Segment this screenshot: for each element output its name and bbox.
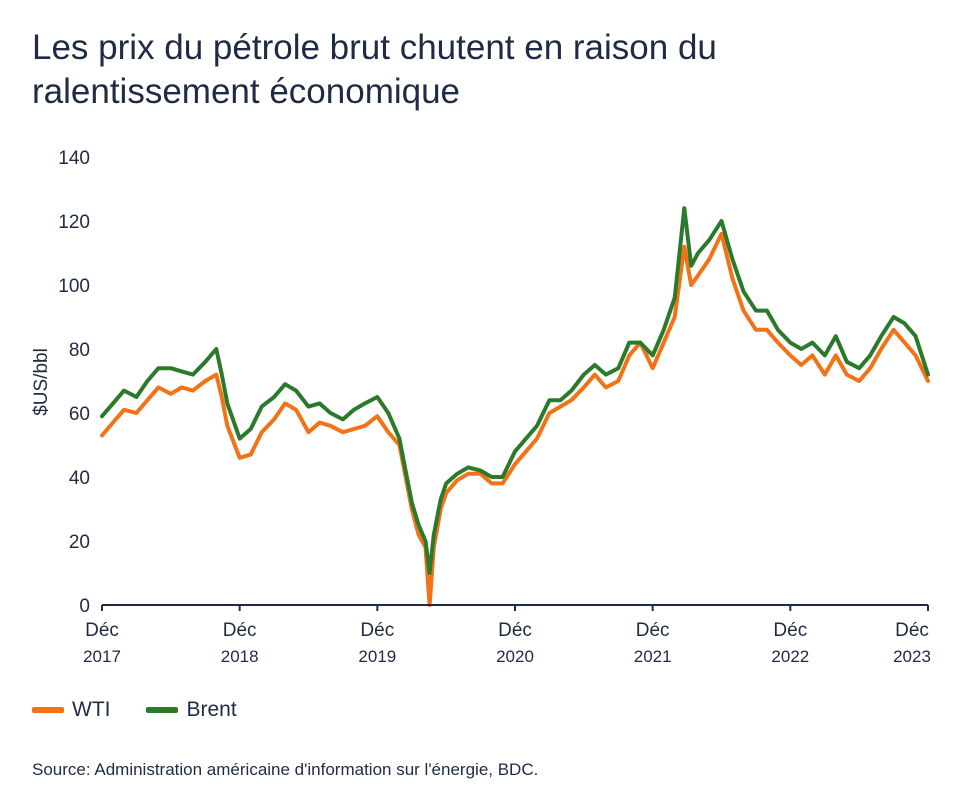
legend-label-wti: WTI [72, 698, 111, 721]
series-line-wti [100, 231, 930, 607]
y-axis-label: $US/bbl [31, 348, 52, 416]
x-tick-month: Déc [636, 620, 670, 641]
legend-label-brent: Brent [186, 698, 237, 721]
y-tick-label: 100 [58, 276, 90, 297]
legend-item-wti: WTI [32, 698, 110, 722]
x-tick-year: 2018 [221, 647, 259, 666]
y-tick-label: 60 [69, 404, 90, 425]
series-group [100, 206, 930, 607]
y-tick-label: 80 [69, 340, 90, 361]
x-tick-month: Déc [360, 620, 394, 641]
x-tick-year: 2023 [893, 647, 931, 666]
x-tick-year: 2020 [496, 647, 534, 666]
x-tick-month: Déc [498, 620, 532, 641]
legend-swatch-wti [32, 707, 64, 713]
y-tick-label: 0 [79, 596, 90, 617]
x-tick-month: Déc [223, 620, 257, 641]
x-tick-year: 2017 [83, 647, 121, 666]
legend: WTI Brent [32, 698, 237, 722]
x-tick-year: 2022 [771, 647, 809, 666]
y-tick-label: 140 [58, 148, 90, 169]
x-tick-month: Déc [773, 620, 807, 641]
source-note: Source: Administration américaine d'info… [32, 760, 539, 779]
x-tick-month: Déc [895, 620, 929, 641]
x-tick-year: 2021 [634, 647, 672, 666]
series-line-brent [100, 206, 930, 575]
x-tick-group: Déc 2017 Déc 2018 Déc 2019 Déc 2020 Déc 2021 Déc 20… [83, 605, 931, 666]
legend-swatch-brent [146, 707, 179, 713]
y-tick-label: 120 [58, 212, 90, 233]
y-tick-label: 40 [69, 468, 90, 489]
y-tick-group: 0 20 40 60 80 100 120 140 [58, 148, 90, 617]
y-tick-label: 20 [69, 532, 90, 553]
x-tick-month: Déc [85, 620, 119, 641]
x-tick-year: 2019 [358, 647, 396, 666]
legend-item-brent: Brent [146, 698, 237, 722]
chart-title: Les prix du pétrole brut chutent en rais… [32, 28, 717, 111]
